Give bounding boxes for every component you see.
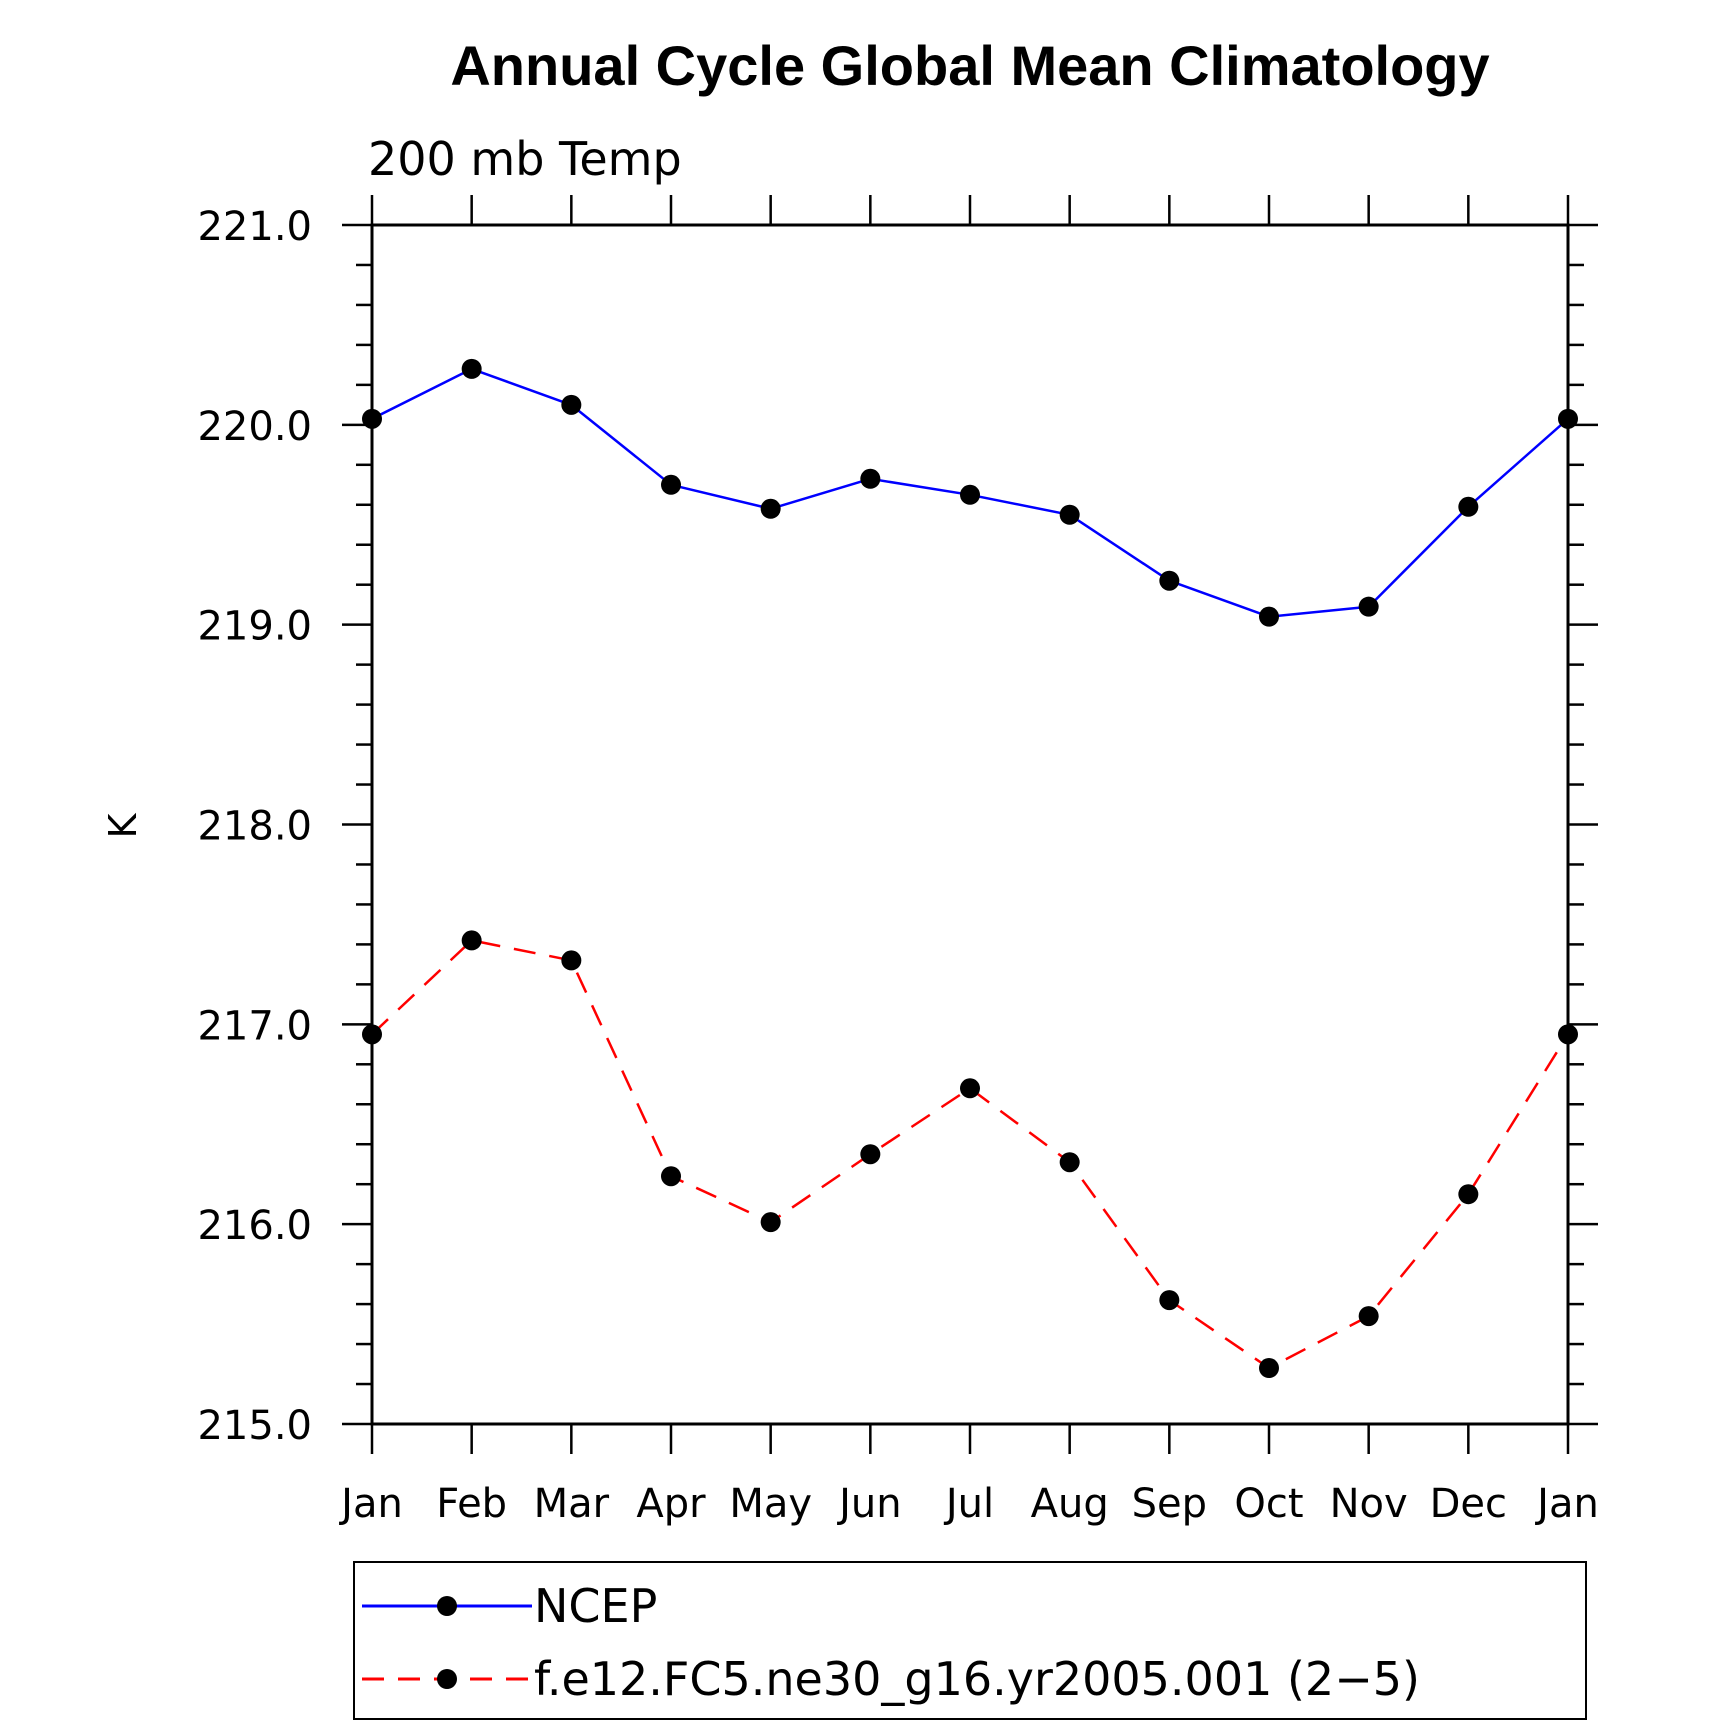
x-tick-label: May bbox=[729, 1481, 812, 1527]
legend-marker-ncep bbox=[437, 1596, 457, 1616]
series-layer bbox=[362, 358, 1578, 1379]
y-tick-label: 221.0 bbox=[197, 204, 312, 250]
x-tick-label: Nov bbox=[1330, 1481, 1408, 1527]
data-point-series-0 bbox=[1059, 504, 1080, 525]
data-point-series-0 bbox=[362, 408, 382, 429]
legend-label-model: f.e12.FC5.ne30_g16.yr2005.001 (2−5) bbox=[534, 1652, 1420, 1706]
data-point-series-1 bbox=[1458, 1184, 1479, 1205]
x-tick-label: Dec bbox=[1430, 1481, 1507, 1527]
chart-title: Annual Cycle Global Mean Climatology bbox=[450, 34, 1489, 97]
data-point-series-1 bbox=[461, 930, 482, 951]
data-point-series-0 bbox=[1159, 570, 1180, 591]
data-point-series-1 bbox=[1558, 1024, 1578, 1045]
plot-frame bbox=[370, 223, 1570, 1426]
data-point-series-1 bbox=[362, 1024, 382, 1045]
legend: NCEP f.e12.FC5.ne30_g16.yr2005.001 (2−5) bbox=[353, 1561, 1587, 1720]
legend-label-ncep: NCEP bbox=[534, 1579, 657, 1633]
data-point-series-0 bbox=[461, 358, 482, 379]
x-tick-label: Jun bbox=[836, 1481, 902, 1527]
data-point-series-0 bbox=[561, 394, 582, 415]
y-tick-label: 220.0 bbox=[197, 404, 312, 450]
legend-box bbox=[353, 1561, 1587, 1720]
data-point-series-1 bbox=[760, 1212, 781, 1233]
x-tick-label: Oct bbox=[1234, 1481, 1303, 1527]
data-point-series-0 bbox=[1259, 606, 1279, 627]
y-tick-label: 219.0 bbox=[197, 604, 312, 650]
x-tick-label: Jul bbox=[943, 1481, 994, 1527]
data-point-series-0 bbox=[1358, 596, 1379, 617]
data-point-series-1 bbox=[860, 1144, 881, 1165]
data-point-series-1 bbox=[1059, 1152, 1080, 1173]
data-point-series-1 bbox=[1159, 1290, 1180, 1311]
data-point-series-1 bbox=[1259, 1358, 1279, 1379]
x-tick-label: Apr bbox=[636, 1481, 706, 1527]
data-point-series-0 bbox=[760, 498, 781, 519]
y-axis-label: K bbox=[101, 812, 145, 838]
axis-ticks: 215.0 216.0 217.0 218.0 219.0 220.0 221.0 Jan Fe… bbox=[197, 195, 1599, 1527]
data-point-series-0 bbox=[1558, 408, 1578, 429]
data-point-series-1 bbox=[1358, 1306, 1379, 1327]
data-point-series-0 bbox=[1458, 496, 1479, 517]
x-tick-label: Jan bbox=[1534, 1481, 1599, 1527]
chart-subtitle: 200 mb Temp bbox=[368, 132, 682, 186]
data-point-series-1 bbox=[661, 1166, 681, 1187]
data-point-series-0 bbox=[960, 484, 980, 505]
legend-marker-model bbox=[437, 1669, 457, 1689]
x-tick-label: Mar bbox=[534, 1481, 610, 1527]
data-point-series-1 bbox=[561, 950, 582, 971]
data-point-series-0 bbox=[860, 468, 881, 489]
y-tick-label: 217.0 bbox=[197, 1003, 312, 1049]
series-line-1 bbox=[371, 939, 1570, 1370]
y-tick-label: 215.0 bbox=[197, 1403, 312, 1449]
data-point-series-0 bbox=[661, 474, 681, 495]
x-tick-label: Jan bbox=[338, 1481, 403, 1527]
data-point-series-1 bbox=[960, 1078, 980, 1099]
y-tick-label: 218.0 bbox=[197, 804, 312, 850]
x-tick-label: Aug bbox=[1031, 1481, 1109, 1527]
y-tick-label: 216.0 bbox=[197, 1203, 312, 1249]
x-tick-label: Feb bbox=[436, 1481, 507, 1527]
x-tick-label: Sep bbox=[1132, 1481, 1207, 1527]
